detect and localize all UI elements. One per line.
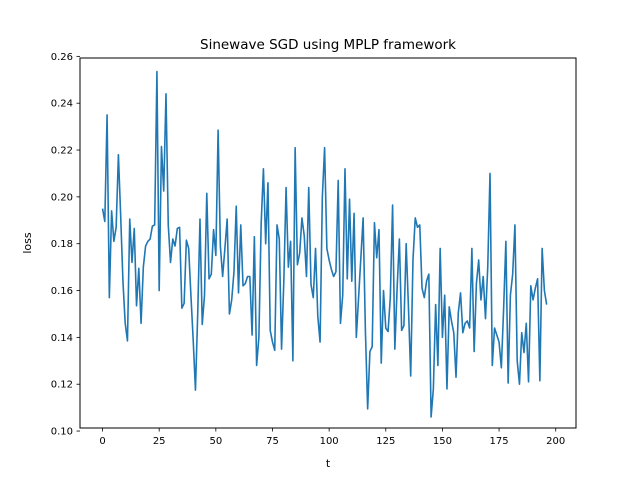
y-axis-ticks: 0.10 0.12 0.14 0.16 0.18 0.20 0.22 0.24 0.26	[51, 52, 80, 438]
x-tick-label: 25	[153, 436, 166, 447]
y-tick-label: 0.12	[51, 380, 73, 391]
y-tick-label: 0.20	[51, 192, 73, 203]
x-tick-label: 125	[376, 436, 395, 447]
x-tick-label: 150	[433, 436, 452, 447]
y-tick-label: 0.16	[51, 286, 73, 297]
x-axis-label: t	[326, 457, 331, 470]
y-tick-label: 0.26	[51, 52, 73, 63]
x-tick-label: 0	[99, 436, 105, 447]
y-tick-label: 0.24	[51, 99, 73, 110]
y-tick-label: 0.22	[51, 146, 73, 157]
plot-area	[101, 70, 548, 418]
x-tick-label: 100	[320, 436, 339, 447]
x-tick-label: 175	[490, 436, 509, 447]
x-tick-label: 200	[546, 436, 565, 447]
x-tick-label: 50	[209, 436, 222, 447]
series-line-0	[101, 70, 548, 418]
x-tick-label: 75	[266, 436, 279, 447]
chart-title: Sinewave SGD using MPLP framework	[200, 37, 456, 53]
x-axis-ticks: 0 25 50 75 100 125 150 175 200	[99, 428, 565, 447]
y-axis-label: loss	[21, 232, 34, 254]
y-tick-label: 0.18	[51, 239, 73, 250]
y-tick-label: 0.10	[51, 427, 73, 438]
axes-frame	[79, 57, 577, 429]
y-tick-label: 0.14	[51, 333, 73, 344]
